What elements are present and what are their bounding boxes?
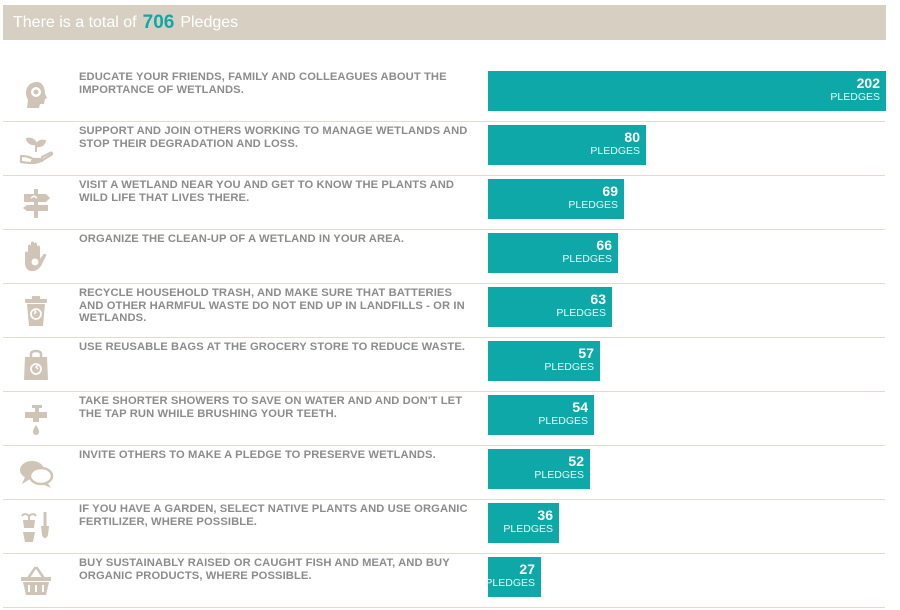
- bar-unit-label: PLEDGES: [568, 199, 618, 211]
- bar-unit-label: PLEDGES: [534, 469, 584, 481]
- bar: 36 PLEDGES: [488, 503, 559, 543]
- bar: 80 PLEDGES: [488, 125, 646, 165]
- title-prefix: There is a total of: [13, 13, 137, 31]
- category-label: INVITE OTHERS TO MAKE A PLEDGE TO PRESER…: [79, 449, 436, 461]
- speech-bubbles-icon: [17, 456, 55, 490]
- row-divider: [3, 499, 885, 500]
- shopping-basket-icon: [17, 564, 55, 598]
- category-label: USE REUSABLE BAGS AT THE GROCERY STORE T…: [79, 341, 466, 353]
- bar-unit-label: PLEDGES: [544, 361, 594, 373]
- bar-value-label: 80: [624, 129, 640, 145]
- pledge-row: RECYCLE HOUSEHOLD TRASH, AND MAKE SURE T…: [3, 284, 888, 338]
- bar: 66 PLEDGES: [488, 233, 618, 273]
- water-tap-icon: [17, 402, 55, 436]
- row-divider: [3, 121, 885, 122]
- bar-unit-label: PLEDGES: [562, 253, 612, 265]
- category-label: BUY SUSTAINABLY RAISED OR CAUGHT FISH AN…: [79, 557, 450, 582]
- bar-unit-label: PLEDGES: [485, 577, 535, 589]
- garden-tools-icon: [17, 510, 55, 544]
- bar-unit-label: PLEDGES: [503, 523, 553, 535]
- pledge-row: TAKE SHORTER SHOWERS TO SAVE ON WATER AN…: [3, 392, 888, 446]
- hand-seedling-icon: [17, 132, 55, 166]
- category-label: IF YOU HAVE A GARDEN, SELECT NATIVE PLAN…: [79, 503, 468, 528]
- pledge-row: USE REUSABLE BAGS AT THE GROCERY STORE T…: [3, 338, 888, 392]
- bar-unit-label: PLEDGES: [590, 145, 640, 157]
- bar-value-label: 202: [856, 75, 880, 91]
- bar-value-label: 54: [572, 399, 588, 415]
- category-label: SUPPORT AND JOIN OTHERS WORKING TO MANAG…: [79, 125, 468, 150]
- bar: 69 PLEDGES: [488, 179, 624, 219]
- bar-value-label: 57: [578, 345, 594, 361]
- total-count: 706: [142, 11, 175, 33]
- bar-unit-label: PLEDGES: [538, 415, 588, 427]
- row-divider: [3, 337, 885, 338]
- pledge-row: IF YOU HAVE A GARDEN, SELECT NATIVE PLAN…: [3, 500, 888, 554]
- row-divider: [3, 283, 885, 284]
- bar: 202 PLEDGES: [488, 71, 886, 111]
- bar-unit-label: PLEDGES: [830, 91, 880, 103]
- bar-value-label: 27: [519, 561, 535, 577]
- bar: 63 PLEDGES: [488, 287, 612, 327]
- category-label: TAKE SHORTER SHOWERS TO SAVE ON WATER AN…: [79, 395, 463, 420]
- category-label: VISIT A WETLAND NEAR YOU AND GET TO KNOW…: [79, 179, 455, 204]
- row-divider: [3, 391, 885, 392]
- bar-value-label: 36: [537, 507, 553, 523]
- glove-icon: [17, 240, 55, 274]
- pledge-row: VISIT A WETLAND NEAR YOU AND GET TO KNOW…: [3, 176, 888, 230]
- head-profile-icon: [17, 78, 55, 112]
- title-suffix: Pledges: [180, 13, 239, 31]
- pledge-row: INVITE OTHERS TO MAKE A PLEDGE TO PRESER…: [3, 446, 888, 500]
- bar-value-label: 63: [590, 291, 606, 307]
- bar-value-label: 66: [596, 237, 612, 253]
- row-divider: [3, 229, 885, 230]
- pledge-row: ORGANIZE THE CLEAN-UP OF A WETLAND IN YO…: [3, 230, 888, 284]
- pledge-row: SUPPORT AND JOIN OTHERS WORKING TO MANAG…: [3, 122, 888, 176]
- row-divider: [3, 445, 885, 446]
- bar: 52 PLEDGES: [488, 449, 590, 489]
- bar-value-label: 52: [568, 453, 584, 469]
- bar: 57 PLEDGES: [488, 341, 600, 381]
- row-divider: [3, 553, 885, 554]
- category-label: RECYCLE HOUSEHOLD TRASH, AND MAKE SURE T…: [79, 287, 465, 325]
- row-divider: [3, 175, 885, 176]
- chart-title: There is a total of 706 Pledges: [3, 5, 886, 40]
- bar-unit-label: PLEDGES: [556, 307, 606, 319]
- category-label: EDUCATE YOUR FRIENDS, FAMILY AND COLLEAG…: [79, 71, 447, 96]
- category-label: ORGANIZE THE CLEAN-UP OF A WETLAND IN YO…: [79, 233, 405, 245]
- bar: 27 PLEDGES: [485, 557, 541, 597]
- signpost-icon: [17, 186, 55, 220]
- bar-value-label: 69: [602, 183, 618, 199]
- bar: 54 PLEDGES: [488, 395, 594, 435]
- pledge-row: BUY SUSTAINABLY RAISED OR CAUGHT FISH AN…: [3, 554, 888, 608]
- row-divider: [3, 607, 885, 608]
- pledge-row: EDUCATE YOUR FRIENDS, FAMILY AND COLLEAG…: [3, 68, 888, 122]
- recycle-bin-icon: [17, 294, 55, 328]
- recycle-bag-icon: [17, 348, 55, 382]
